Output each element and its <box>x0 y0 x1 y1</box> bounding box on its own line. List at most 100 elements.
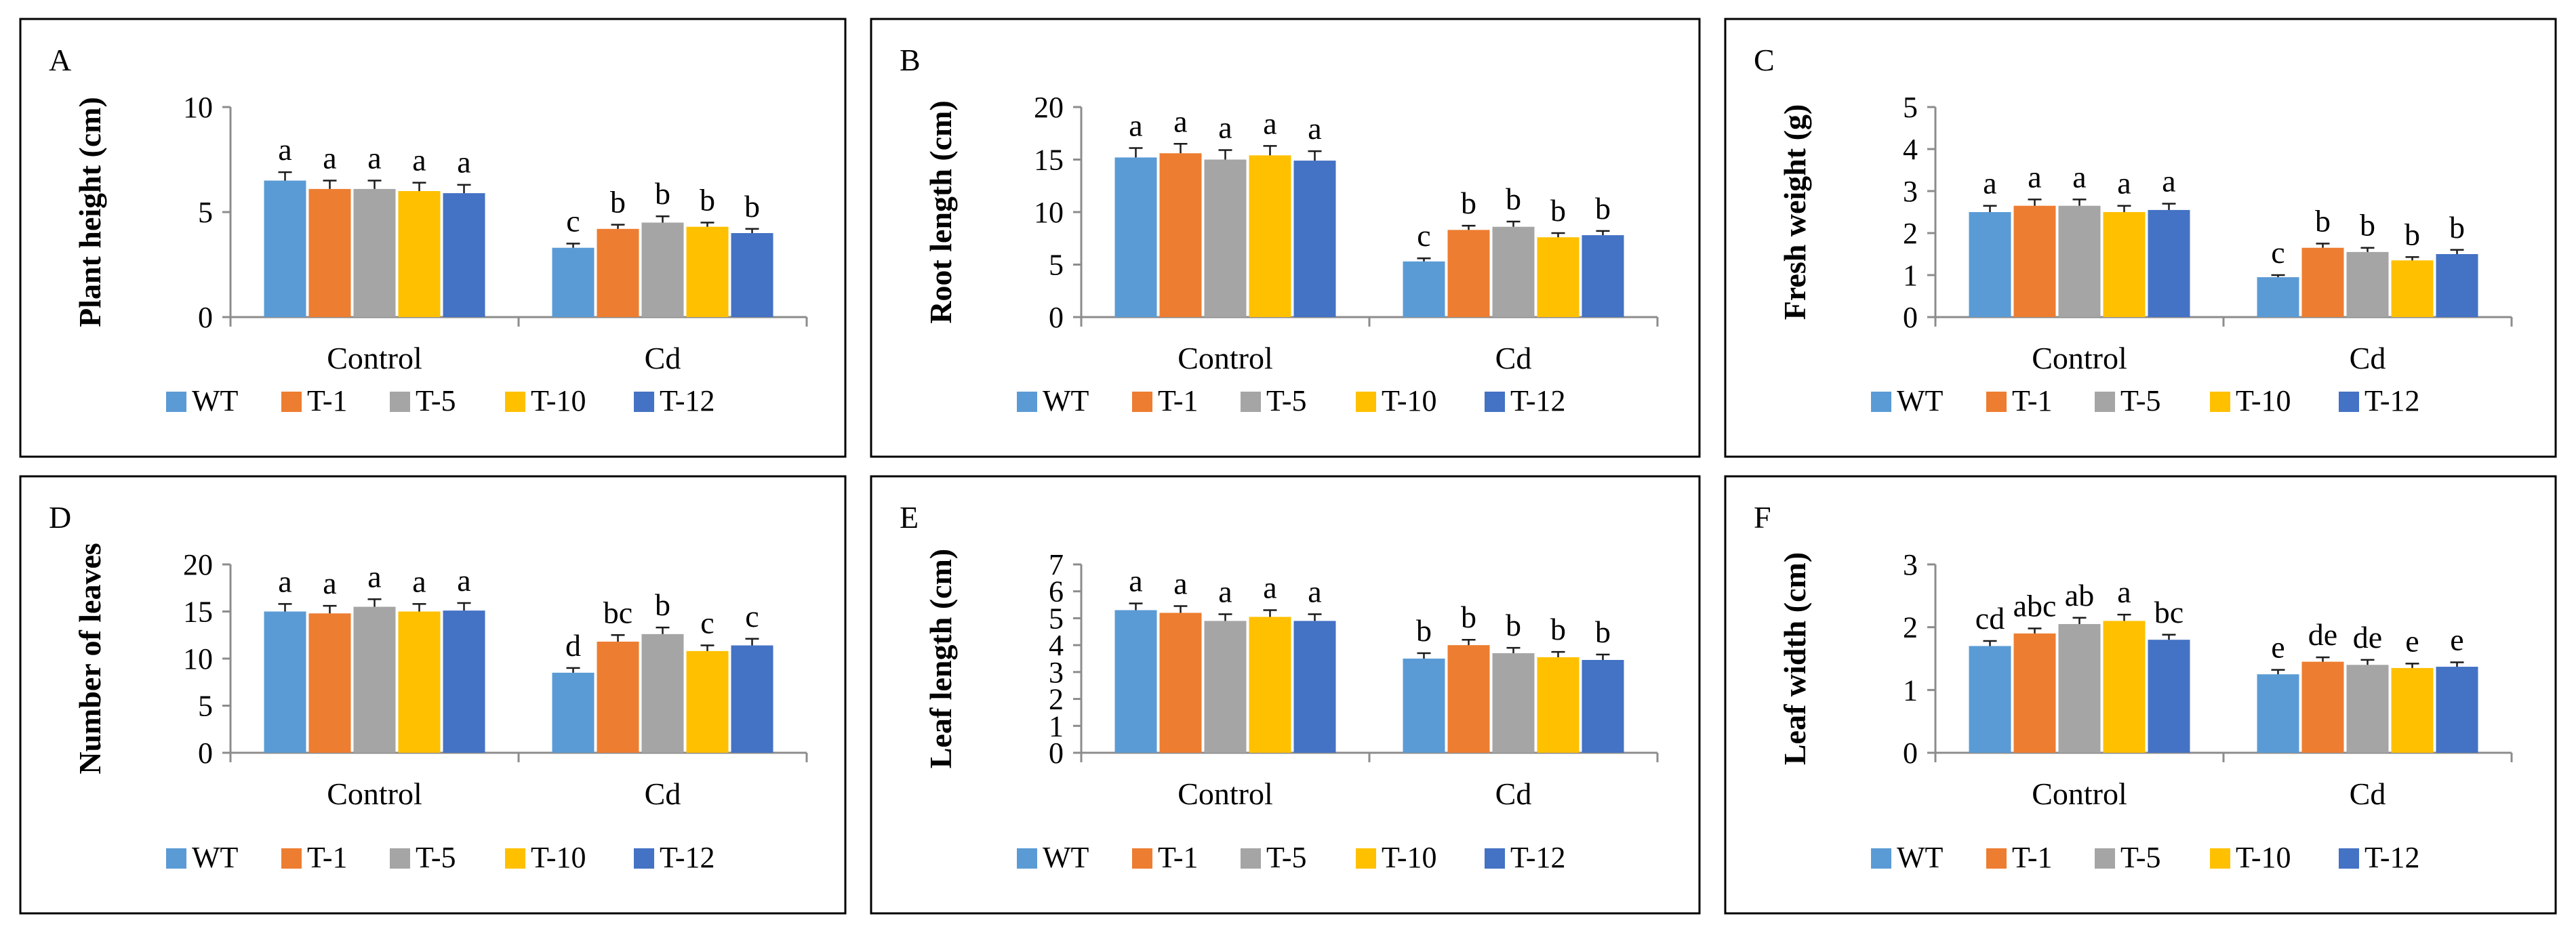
y-axis-title: Leaf width (cm) <box>1777 552 1812 765</box>
bar-t-5-cd <box>1492 653 1535 753</box>
bar-t-10-cd <box>686 226 729 317</box>
y-tick-label: 3 <box>1903 548 1918 581</box>
bar-wt-control <box>264 180 306 317</box>
bar-wt-cd <box>552 672 595 753</box>
significance-letter: b <box>2360 208 2375 243</box>
legend-swatch-t-5 <box>1241 392 1261 412</box>
x-category-label: Control <box>2032 776 2127 811</box>
significance-letter: a <box>2117 166 2131 201</box>
legend-label: T-1 <box>307 841 348 874</box>
x-category-label: Cd <box>1495 341 1532 375</box>
legend-swatch-t-5 <box>1241 848 1261 869</box>
y-tick-label: 5 <box>1049 602 1064 635</box>
significance-letter: bc <box>2154 595 2183 629</box>
significance-letter: a <box>1308 111 1321 146</box>
y-tick-label: 20 <box>183 548 213 581</box>
significance-letter: c <box>700 606 714 640</box>
legend-label: T-5 <box>416 384 456 417</box>
significance-letter: b <box>2315 204 2331 239</box>
bar-t-5-control <box>1204 159 1247 317</box>
bar-t-12-control <box>443 610 485 753</box>
significance-letter: a <box>367 559 381 594</box>
y-tick-label: 0 <box>1049 301 1064 334</box>
legend-label: T-1 <box>1158 841 1199 874</box>
y-tick-label: 20 <box>1034 91 1064 124</box>
bar-t-10-cd <box>2391 667 2434 753</box>
significance-letter: b <box>1461 600 1476 634</box>
significance-letter: a <box>278 132 291 167</box>
significance-letter: a <box>323 566 336 600</box>
legend-swatch-t-5 <box>390 392 410 412</box>
significance-letter: c <box>745 599 759 634</box>
x-category-label: Control <box>1178 776 1273 811</box>
bar-wt-control <box>1969 646 2011 753</box>
bar-t-12-cd <box>731 645 773 753</box>
bar-t-5-control <box>2058 624 2101 753</box>
significance-letter: b <box>744 189 760 224</box>
bar-t-1-control <box>1159 613 1202 753</box>
significance-letter: a <box>2072 159 2086 194</box>
legend-label: WT <box>1897 384 1944 417</box>
significance-letter: b <box>1506 182 1521 216</box>
significance-letter: a <box>457 563 470 598</box>
legend-label: WT <box>1897 841 1944 874</box>
legend-swatch-t-10 <box>2210 392 2230 412</box>
y-tick-label: 2 <box>1903 611 1918 644</box>
significance-letter: b <box>610 185 626 220</box>
legend-swatch-wt <box>166 848 186 869</box>
bar-t-1-cd <box>597 228 639 317</box>
bar-t-1-control <box>308 613 351 753</box>
significance-letter: b <box>1595 191 1611 226</box>
significance-letter: ab <box>2065 578 2094 613</box>
bar-t-1-control <box>2013 633 2056 753</box>
legend-swatch-wt <box>1017 848 1037 869</box>
y-tick-label: 3 <box>1903 175 1918 208</box>
y-tick-label: 0 <box>198 301 213 334</box>
legend-swatch-t-12 <box>1485 392 1505 412</box>
bar-t-12-control <box>443 193 485 317</box>
legend-swatch-t-1 <box>1986 848 2007 869</box>
bar-t-1-cd <box>2301 247 2344 317</box>
bar-t-10-control <box>2103 212 2146 317</box>
bar-t-12-cd <box>1582 659 1624 753</box>
bar-t-10-cd <box>1537 237 1579 317</box>
significance-letter: a <box>1308 574 1321 608</box>
bar-t-12-cd <box>2436 254 2478 317</box>
bar-t-5-cd <box>1492 226 1535 317</box>
y-tick-label: 10 <box>183 642 213 676</box>
y-axis-title: Root length (cm) <box>923 100 958 324</box>
significance-letter: b <box>1550 193 1566 228</box>
panel-letter: B <box>900 43 921 77</box>
significance-letter: b <box>1550 612 1566 646</box>
significance-letter: cd <box>1975 601 2005 636</box>
legend-label: WT <box>192 841 239 874</box>
legend-swatch-t-1 <box>281 848 302 869</box>
significance-letter: b <box>1416 613 1432 648</box>
legend-swatch-t-10 <box>505 392 525 412</box>
legend-label: WT <box>1043 384 1089 417</box>
bar-t-10-cd <box>1537 657 1579 753</box>
bar-t-1-cd <box>1447 645 1490 753</box>
bar-t-10-control <box>1249 155 1291 317</box>
significance-letter: e <box>2271 630 2285 665</box>
y-axis-title: Number of leaves <box>73 543 107 774</box>
y-tick-label: 0 <box>1903 301 1918 334</box>
bar-wt-cd <box>552 247 595 317</box>
bar-t-1-control <box>308 188 351 317</box>
y-tick-label: 5 <box>1049 249 1064 282</box>
bar-wt-control <box>1114 157 1157 317</box>
bar-t-5-control <box>1204 621 1247 753</box>
x-category-label: Control <box>2032 341 2127 375</box>
significance-letter: a <box>1173 104 1187 138</box>
significance-letter: abc <box>2013 589 2057 623</box>
bar-t-10-cd <box>686 650 729 753</box>
significance-letter: a <box>1983 166 1996 201</box>
legend-swatch-t-5 <box>390 848 410 869</box>
legend-swatch-wt <box>1871 848 1891 869</box>
legend-label: T-10 <box>531 841 586 874</box>
